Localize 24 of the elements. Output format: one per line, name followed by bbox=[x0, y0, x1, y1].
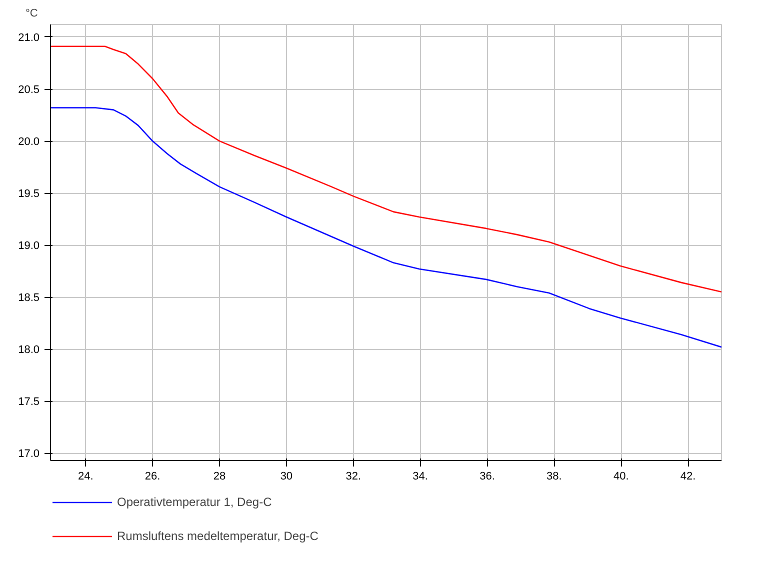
y-tick-label: 17.0 bbox=[18, 448, 40, 460]
y-tick-label: 21.0 bbox=[18, 32, 40, 44]
y-tick-label: 20.0 bbox=[18, 136, 40, 148]
y-tick-label: 18.5 bbox=[18, 292, 40, 304]
y-tick-label: 18.0 bbox=[18, 344, 40, 356]
y-tick-label: 20.5 bbox=[18, 84, 40, 96]
x-tick-label: 28 bbox=[213, 470, 226, 482]
x-tick-label: 26. bbox=[144, 470, 160, 482]
line-series bbox=[50, 107, 722, 348]
x-tick-label: 36. bbox=[480, 470, 495, 482]
legend-label: Operativtemperatur 1, Deg-C bbox=[117, 495, 272, 509]
x-tick-label: 38. bbox=[546, 470, 562, 482]
y-tick-label: 19.5 bbox=[18, 188, 40, 200]
x-tick-label: 30 bbox=[280, 470, 293, 482]
x-tick-label: 32. bbox=[346, 470, 362, 482]
line-series bbox=[50, 46, 722, 293]
y-tick-label: 17.5 bbox=[18, 396, 40, 408]
x-tick-label: 34. bbox=[412, 470, 428, 482]
x-tick-label: 40. bbox=[613, 470, 629, 482]
y-tick-label: 19.0 bbox=[18, 240, 40, 252]
x-tick-label: 24. bbox=[78, 470, 94, 482]
y-axis-title: °C bbox=[26, 8, 38, 20]
x-tick-label: 42. bbox=[680, 470, 696, 482]
legend-label: Rumsluftens medeltemperatur, Deg-C bbox=[117, 529, 318, 543]
